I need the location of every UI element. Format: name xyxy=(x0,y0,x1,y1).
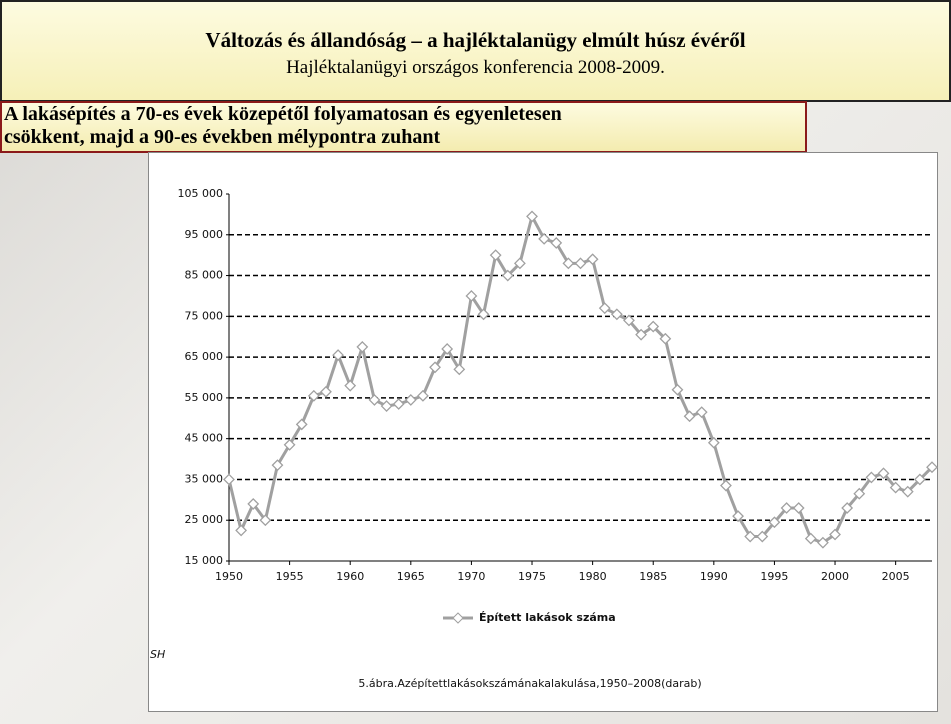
x-tick-label: 1995 xyxy=(760,570,788,583)
y-tick-label: 35 000 xyxy=(185,472,224,485)
y-tick-label: 65 000 xyxy=(185,350,224,363)
y-tick-label: 85 000 xyxy=(185,269,224,282)
y-tick-label: 75 000 xyxy=(185,309,224,322)
page: Változás és állandóság – a hajléktalanüg… xyxy=(0,0,951,724)
slide-heading: A lakásépítés a 70-es évek közepétől fol… xyxy=(0,101,807,153)
x-tick-label: 1955 xyxy=(276,570,304,583)
chart: SH 5.ábra.Azépítettlakásokszámánakalakul… xyxy=(148,152,938,712)
x-tick-label: 1980 xyxy=(579,570,607,583)
x-tick-label: 1975 xyxy=(518,570,546,583)
y-tick-label: 45 000 xyxy=(185,432,224,445)
x-tick-label: 1965 xyxy=(397,570,425,583)
y-tick-label: 95 000 xyxy=(185,228,224,241)
x-tick-label: 1970 xyxy=(457,570,485,583)
subtitle: Hajléktalanügyi országos konferencia 200… xyxy=(2,57,949,79)
x-tick-label: 1990 xyxy=(700,570,728,583)
legend-label: Épített lakások száma xyxy=(479,611,616,624)
y-tick-label: 105 000 xyxy=(178,187,224,200)
source: SH xyxy=(150,648,165,661)
y-tick-label: 55 000 xyxy=(185,391,224,404)
x-tick-label: 1950 xyxy=(215,570,243,583)
x-tick-label: 1985 xyxy=(639,570,667,583)
title: Változás és állandóság – a hajléktalanüg… xyxy=(2,28,949,53)
heading-line: A lakásépítés a 70-es évek közepétől fol… xyxy=(4,103,805,126)
x-tick-label: 1960 xyxy=(336,570,364,583)
y-tick-label: 15 000 xyxy=(185,554,224,567)
heading-line: csökkent, majd a 90-es években mélypontr… xyxy=(4,126,805,149)
header: Változás és állandóság – a hajléktalanüg… xyxy=(0,0,951,102)
caption: 5.ábra.Azépítettlakásokszámánakalakulása… xyxy=(358,677,701,690)
x-tick-label: 2005 xyxy=(882,570,910,583)
y-tick-label: 25 000 xyxy=(185,513,224,526)
x-tick-label: 2000 xyxy=(821,570,849,583)
